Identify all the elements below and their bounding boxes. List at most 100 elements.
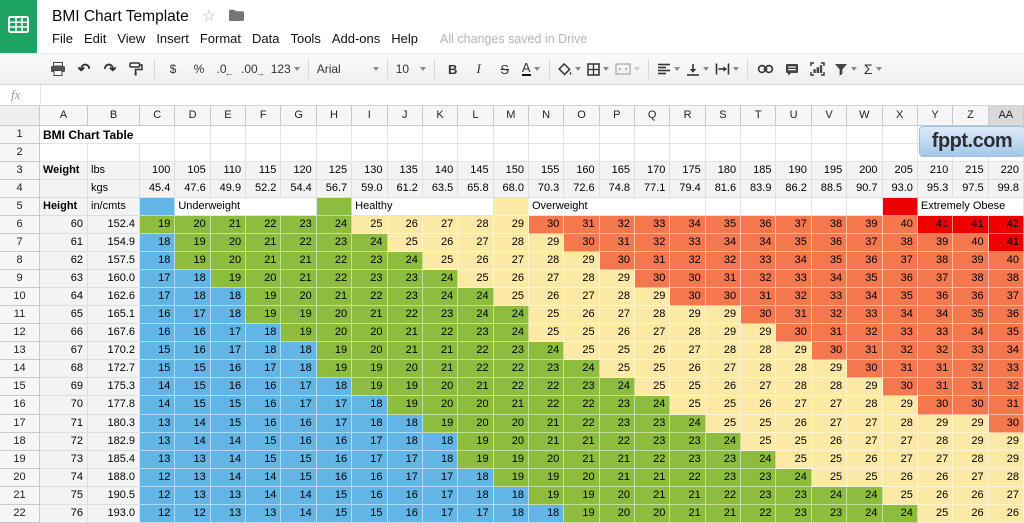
cell-V21[interactable]: 24 — [811, 486, 848, 505]
cell-E14[interactable]: 16 — [210, 360, 247, 379]
cell-F16[interactable]: 16 — [246, 396, 282, 415]
cell-D18[interactable]: 14 — [175, 432, 211, 451]
cell-I19[interactable]: 17 — [352, 450, 388, 469]
cell-Y17[interactable]: 29 — [917, 414, 954, 433]
cell-L21[interactable]: 18 — [458, 486, 494, 505]
legend-label-healthy[interactable]: Healthy — [352, 198, 494, 217]
cell-K14[interactable]: 21 — [422, 360, 459, 379]
cell-T9[interactable]: 32 — [741, 270, 777, 289]
cell-C4[interactable]: 45.4 — [140, 180, 176, 199]
cell-S17[interactable]: 25 — [705, 414, 742, 433]
cell-Y10[interactable]: 36 — [917, 288, 954, 307]
cell-K8[interactable]: 25 — [422, 252, 459, 271]
row-header-14[interactable]: 14 — [0, 360, 40, 379]
row-header-22[interactable]: 22 — [0, 504, 40, 523]
cell-P21[interactable]: 20 — [599, 486, 636, 505]
cell-A12[interactable]: 66 — [40, 324, 88, 343]
cell-G13[interactable]: 18 — [281, 342, 317, 361]
cell-U6[interactable]: 37 — [776, 216, 812, 235]
cell-M7[interactable]: 28 — [493, 234, 529, 253]
cell-E10[interactable]: 18 — [210, 288, 247, 307]
cell-F15[interactable]: 16 — [246, 378, 282, 397]
cell-M19[interactable]: 19 — [493, 450, 529, 469]
column-header-Z[interactable]: Z — [953, 106, 989, 126]
insert-chart-button[interactable] — [805, 57, 831, 81]
cell-C14[interactable]: 15 — [140, 360, 176, 379]
cell-O12[interactable]: 25 — [564, 324, 600, 343]
cell-Q11[interactable]: 28 — [635, 306, 671, 325]
cell-E16[interactable]: 15 — [210, 396, 247, 415]
cell-O17[interactable]: 22 — [564, 414, 600, 433]
more-formats-button[interactable]: 123 — [268, 57, 303, 81]
cell-B19[interactable]: 185.4 — [88, 450, 140, 469]
cell-N2[interactable] — [528, 144, 565, 163]
column-header-V[interactable]: V — [811, 106, 848, 126]
cell-E15[interactable]: 16 — [210, 378, 247, 397]
cell-I16[interactable]: 18 — [352, 396, 388, 415]
cell-K7[interactable]: 26 — [422, 234, 459, 253]
cell-V20[interactable]: 25 — [811, 468, 848, 487]
cell-D8[interactable]: 19 — [175, 252, 211, 271]
cell-I13[interactable]: 20 — [352, 342, 388, 361]
cell-AA16[interactable]: 31 — [988, 396, 1024, 415]
cell-K11[interactable]: 23 — [422, 306, 459, 325]
cell-Q14[interactable]: 25 — [635, 360, 671, 379]
vertical-align-button[interactable] — [683, 57, 712, 81]
cell-Y19[interactable]: 27 — [917, 450, 954, 469]
cell-B3[interactable]: lbs — [88, 162, 140, 181]
menu-edit[interactable]: Edit — [83, 31, 107, 46]
cell-H7[interactable]: 23 — [316, 234, 353, 253]
cell-T14[interactable]: 28 — [741, 360, 777, 379]
folder-icon[interactable] — [229, 8, 245, 26]
cell-D6[interactable]: 20 — [175, 216, 211, 235]
cell-K15[interactable]: 20 — [422, 378, 459, 397]
legend-swatch-healthy[interactable] — [316, 198, 353, 217]
cell-W5[interactable] — [847, 198, 883, 217]
cell-U15[interactable]: 28 — [776, 378, 812, 397]
cell-L16[interactable]: 20 — [458, 396, 494, 415]
cell-A20[interactable]: 74 — [40, 468, 88, 487]
cell-Q12[interactable]: 27 — [635, 324, 671, 343]
insert-link-button[interactable] — [753, 57, 779, 81]
cell-X18[interactable]: 27 — [882, 432, 918, 451]
cell-X22[interactable]: 24 — [882, 504, 918, 523]
cell-N1[interactable] — [528, 126, 565, 145]
cell-J17[interactable]: 18 — [387, 414, 423, 433]
cell-U18[interactable]: 25 — [776, 432, 812, 451]
cell-Z16[interactable]: 30 — [953, 396, 989, 415]
cell-T8[interactable]: 33 — [741, 252, 777, 271]
cell-R14[interactable]: 26 — [670, 360, 706, 379]
cell-AA7[interactable]: 41 — [988, 234, 1024, 253]
cell-A18[interactable]: 72 — [40, 432, 88, 451]
cell-W15[interactable]: 29 — [847, 378, 883, 397]
cell-L22[interactable]: 17 — [458, 504, 494, 523]
cell-D9[interactable]: 18 — [175, 270, 211, 289]
legend-label-extreme[interactable]: Extremely Obese — [917, 198, 1024, 217]
cell-A16[interactable]: 70 — [40, 396, 88, 415]
cell-C16[interactable]: 14 — [140, 396, 176, 415]
cell-V13[interactable]: 30 — [811, 342, 848, 361]
cell-Q21[interactable]: 21 — [635, 486, 671, 505]
cell-U5[interactable] — [776, 198, 812, 217]
cell-E17[interactable]: 15 — [210, 414, 247, 433]
cell-T19[interactable]: 24 — [741, 450, 777, 469]
italic-button[interactable]: I — [476, 61, 481, 76]
column-header-U[interactable]: U — [776, 106, 812, 126]
cell-L13[interactable]: 22 — [458, 342, 494, 361]
column-header-AA[interactable]: AA — [988, 106, 1024, 126]
cell-U16[interactable]: 27 — [776, 396, 812, 415]
cell-F3[interactable]: 115 — [246, 162, 282, 181]
cell-A5[interactable]: Height — [40, 198, 88, 217]
cell-L7[interactable]: 27 — [458, 234, 494, 253]
cell-K13[interactable]: 21 — [422, 342, 459, 361]
cell-R17[interactable]: 24 — [670, 414, 706, 433]
cell-N21[interactable]: 19 — [528, 486, 565, 505]
cell-X8[interactable]: 37 — [882, 252, 918, 271]
cell-X4[interactable]: 93.0 — [882, 180, 918, 199]
cell-P8[interactable]: 30 — [599, 252, 636, 271]
cell-F19[interactable]: 15 — [246, 450, 282, 469]
cell-K3[interactable]: 140 — [422, 162, 459, 181]
cell-W18[interactable]: 27 — [847, 432, 883, 451]
cell-M4[interactable]: 68.0 — [493, 180, 529, 199]
cell-X7[interactable]: 38 — [882, 234, 918, 253]
